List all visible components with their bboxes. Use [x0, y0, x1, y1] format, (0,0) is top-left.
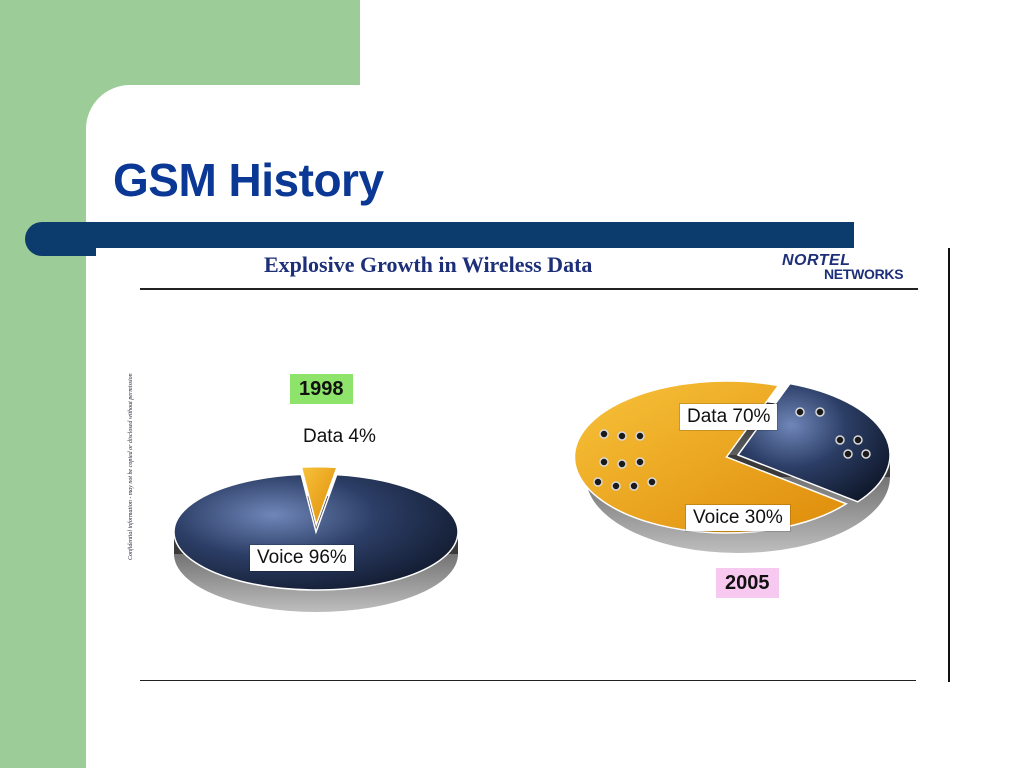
year-label-2005: 2005	[716, 568, 779, 598]
slice-label-voice-2005: Voice 30%	[686, 505, 790, 531]
pie-layer	[173, 380, 891, 612]
figure-title: Explosive Growth in Wireless Data	[264, 252, 593, 277]
slice-label-voice-1998: Voice 96%	[250, 545, 354, 571]
slice-label-data-1998: Data 4%	[303, 426, 376, 447]
circuit-dot	[599, 429, 609, 439]
circuit-dot	[835, 435, 845, 445]
circuit-dot	[647, 477, 657, 487]
logo-line-2: NETWORKS	[824, 266, 904, 282]
circuit-dot	[635, 457, 645, 467]
slide-title: GSM History	[113, 154, 384, 206]
circuit-dot	[617, 459, 627, 469]
circuit-dot	[599, 457, 609, 467]
pie-slice-voice	[173, 473, 459, 591]
slice-label-data-2005: Data 70%	[680, 404, 778, 430]
figure-bottom-rule	[140, 680, 916, 681]
nortel-logo: NORTEL NETWORKS	[782, 252, 922, 284]
circuit-dot	[843, 449, 853, 459]
circuit-dot	[617, 431, 627, 441]
circuit-dot	[593, 477, 603, 487]
logo-line-1: NORTEL	[782, 252, 851, 269]
circuit-dot	[629, 481, 639, 491]
figure-right-border	[948, 248, 950, 682]
year-label-1998: 1998	[290, 374, 353, 404]
figure-top-rule	[140, 288, 918, 290]
circuit-pattern	[593, 407, 871, 491]
circuit-dot	[635, 431, 645, 441]
circuit-dot	[861, 449, 871, 459]
circuit-dot	[815, 407, 825, 417]
circuit-dot	[611, 481, 621, 491]
circuit-dot	[853, 435, 863, 445]
circuit-dot	[795, 407, 805, 417]
pie-slice-data	[300, 466, 339, 528]
